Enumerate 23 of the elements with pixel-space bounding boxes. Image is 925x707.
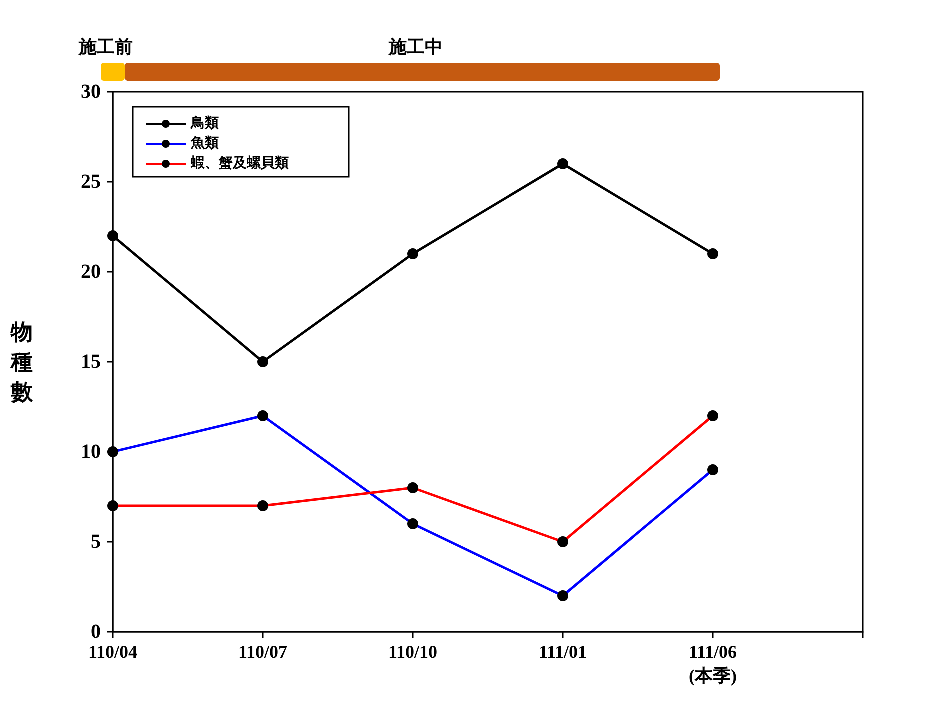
x-tick-label: 110/07 (238, 642, 288, 662)
x-tick-label: 111/06 (本季) (688, 642, 738, 686)
y-axis-title: 物種數 (10, 320, 34, 404)
point (708, 248, 718, 260)
point (258, 356, 268, 368)
point (408, 248, 418, 260)
x-tick-label: 110/04 (88, 642, 138, 662)
y-tick-label: 15 (81, 351, 101, 373)
x-tick-label: 111/01 (538, 642, 588, 662)
point (108, 230, 118, 242)
point (558, 158, 568, 170)
x-tick-label: 110/10 (388, 642, 438, 662)
legend-label: 蝦、蟹及螺貝類 (190, 156, 289, 172)
y-tick-label: 5 (91, 531, 101, 553)
y-tick-label: 0 (91, 621, 101, 643)
y-tick-label: 10 (81, 441, 101, 463)
legend-label: 鳥類 (190, 116, 219, 132)
y-tick-label: 25 (81, 171, 101, 193)
text: 施工中 (388, 37, 443, 57)
text: 施工前 (78, 37, 133, 57)
y-tick-label: 30 (81, 81, 101, 103)
y-tick-label: 20 (81, 261, 101, 283)
legend-label: 魚類 (190, 136, 219, 152)
